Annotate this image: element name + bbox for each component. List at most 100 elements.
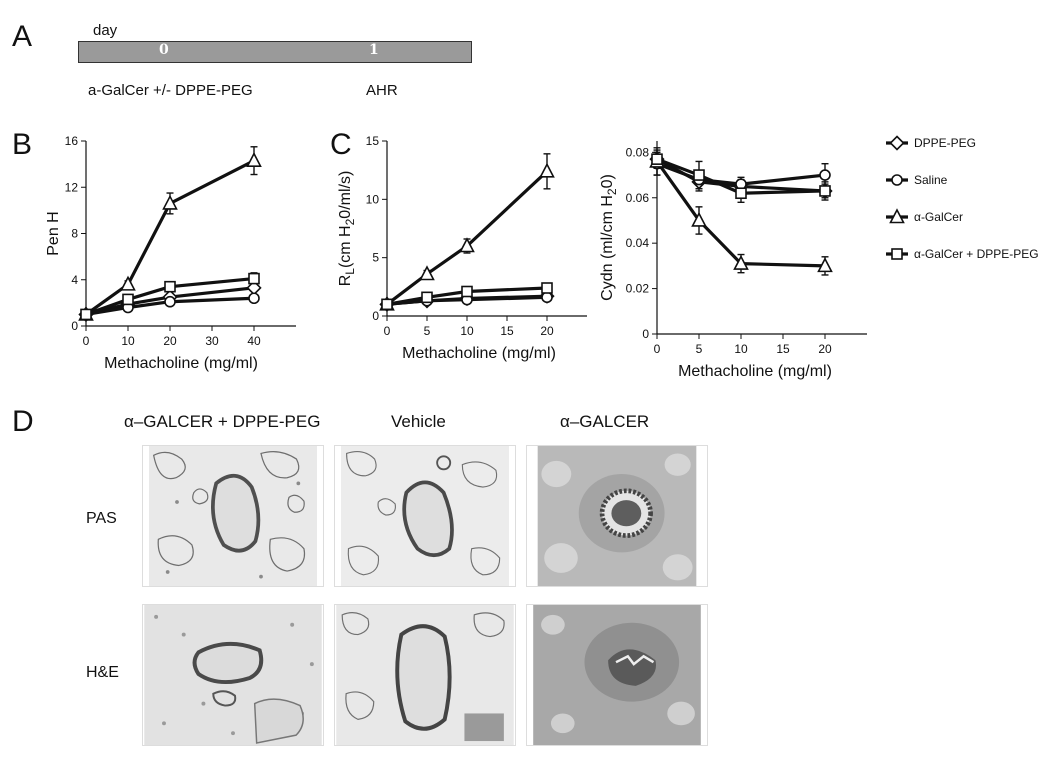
compliance-x-axis-label: Methacholine (mg/ml): [678, 363, 832, 380]
compliance-series-line: [656, 162, 826, 186]
pen-h-data-point: [122, 293, 134, 306]
pen-h-x-axis-label: Methacholine (mg/ml): [104, 355, 258, 372]
compliance-data-point: [735, 187, 747, 200]
pen-h-y-axis-label: Pen H: [45, 211, 62, 255]
pen-h-y-tick-label: 8: [71, 227, 78, 241]
histology-row-label-he: H&E: [86, 664, 119, 681]
resistance-x-axis-label: Methacholine (mg/ml): [402, 345, 556, 362]
resistance-data-point: [539, 162, 555, 178]
compliance-data-point: [819, 169, 831, 181]
compliance-x-tick-label: 5: [696, 342, 703, 356]
compliance-data-point: [693, 169, 705, 181]
compliance-x-tick-label: 0: [654, 342, 661, 356]
resistance-data-point: [541, 282, 553, 294]
resistance-data-point: [421, 291, 433, 304]
histology-column-header-galcer: α–GALCER: [560, 412, 650, 431]
compliance-y-tick-label: 0: [642, 327, 649, 341]
resistance-series-line: [386, 170, 549, 306]
legend-marker-triangle: [889, 208, 905, 224]
timeline-unit-label: day: [93, 22, 118, 39]
compliance-data-point: [651, 153, 663, 165]
compliance-x-tick-label: 10: [734, 342, 748, 356]
legend-label: α-GalCer: [914, 210, 963, 224]
resistance-x-tick-label: 5: [424, 324, 431, 338]
timeline-day-1: 1: [369, 42, 379, 58]
resistance-data-point: [459, 237, 475, 253]
resistance-y-tick-label: 10: [366, 192, 380, 206]
panel-label-b: B: [12, 128, 33, 161]
resistance-data-point: [541, 291, 553, 304]
pen-h-chart: 0 10 20 30 40 0 4 8 12 16 Methacholine (mg/ml) Pen …: [45, 134, 296, 372]
resistance-series-line: [386, 295, 548, 306]
pen-h-data-point: [164, 280, 176, 293]
legend-label: DPPE-PEG: [914, 136, 976, 150]
legend-label: Saline: [914, 173, 948, 187]
pen-h-series-line: [85, 286, 255, 316]
histology-image-galcer-pas: [526, 445, 708, 587]
panel-label-d: D: [12, 405, 34, 438]
compliance-y-axis-label: Cydn (ml/cm H20): [599, 174, 619, 301]
histology-image-galcer-he: [526, 604, 708, 746]
legend-marker-square: [891, 248, 903, 260]
histology-image-combo-he: [142, 604, 324, 746]
resistance-data-point: [461, 285, 473, 298]
resistance-y-tick-label: 0: [372, 309, 379, 323]
compliance-x-tick-label: 20: [818, 342, 832, 356]
pen-h-series-line: [85, 159, 255, 316]
resistance-y-tick-label: 15: [366, 134, 380, 148]
pen-h-y-tick-label: 12: [65, 180, 79, 194]
pen-h-x-tick-label: 10: [121, 334, 135, 348]
pen-h-x-tick-label: 0: [83, 334, 90, 348]
pen-h-y-tick-label: 0: [71, 319, 78, 333]
compliance-y-tick-label: 0.02: [626, 282, 650, 296]
legend-marker-diamond: [889, 135, 905, 151]
pen-h-data-point: [246, 151, 262, 167]
resistance-series-line: [386, 286, 548, 306]
compliance-series-line: [656, 157, 826, 195]
legend-label: α-GalCer + DPPE-PEG: [914, 247, 1039, 261]
pen-h-data-point: [164, 295, 176, 308]
compliance-series-line: [655, 160, 826, 268]
pen-h-x-tick-label: 40: [247, 334, 261, 348]
dynamic-compliance-chart: 0 5 10 15 20 0 0.02 0.04 0.06 0.08 Methacholine (m…: [599, 141, 867, 380]
compliance-y-tick-label: 0.04: [626, 236, 650, 250]
pen-h-data-point: [162, 194, 178, 210]
pen-h-series-line: [85, 296, 255, 317]
pen-h-x-tick-label: 30: [205, 334, 219, 348]
pen-h-data-point: [248, 272, 260, 285]
histology-image-combo-pas: [142, 445, 324, 587]
pen-h-x-tick-label: 20: [163, 334, 177, 348]
panel-label-a: A: [12, 20, 33, 53]
resistance-x-tick-label: 15: [500, 324, 514, 338]
pen-h-y-tick-label: 16: [65, 134, 79, 148]
chart-legend: DPPE-PEG Saline α-GalCer α-GalCer + DPPE-PE…: [886, 135, 1039, 261]
resistance-x-tick-label: 20: [540, 324, 554, 338]
pen-h-y-tick-label: 4: [71, 273, 78, 287]
histology-image-vehicle-pas: [334, 445, 516, 587]
lung-resistance-chart: 0 5 10 15 20 0 5 10 15 Methacholine (mg/ml) RL(cm …: [337, 134, 587, 362]
compliance-data-point: [819, 185, 831, 197]
timeline-bar: 0 1: [78, 41, 472, 63]
pen-h-data-point: [80, 308, 92, 321]
resistance-x-tick-label: 10: [460, 324, 474, 338]
panel-label-c: C: [330, 128, 352, 161]
histology-row-label-pas: PAS: [86, 510, 117, 527]
resistance-x-tick-label: 0: [384, 324, 391, 338]
pen-h-data-point: [248, 292, 260, 305]
resistance-data-point: [381, 298, 393, 311]
compliance-data-point: [691, 211, 707, 227]
resistance-y-tick-label: 5: [372, 251, 379, 265]
resistance-y-axis-label: RL(cm H20/ml/s): [337, 171, 357, 287]
compliance-x-tick-label: 15: [776, 342, 790, 356]
resistance-data-point: [419, 265, 435, 281]
compliance-data-point: [733, 254, 749, 270]
timeline-treatment-label: a-GalCer +/- DPPE-PEG: [88, 82, 253, 99]
histology-image-vehicle-he: [334, 604, 516, 746]
histology-column-header-combo: α–GALCER + DPPE-PEG: [124, 412, 321, 431]
legend-marker-circle: [891, 174, 903, 186]
histology-column-header-vehicle: Vehicle: [391, 412, 446, 431]
pen-h-data-point: [120, 275, 136, 291]
compliance-y-tick-label: 0.08: [626, 145, 650, 159]
compliance-y-tick-label: 0.06: [626, 191, 650, 205]
compliance-data-point: [817, 257, 833, 273]
